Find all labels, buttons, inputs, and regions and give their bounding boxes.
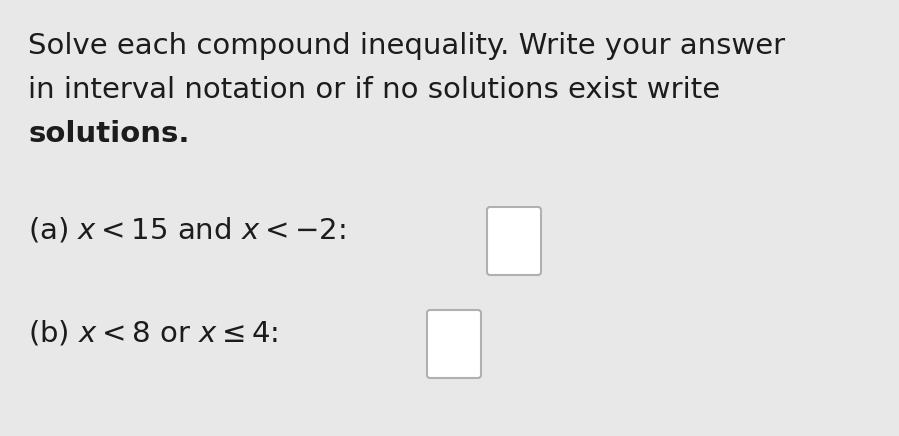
Text: (a) $x < 15$ and $x < -2$:: (a) $x < 15$ and $x < -2$: <box>28 215 345 244</box>
Text: Solve each compound inequality. Write your answer: Solve each compound inequality. Write yo… <box>28 32 785 60</box>
Text: (b) $x < 8$ or $x \leq 4$:: (b) $x < 8$ or $x \leq 4$: <box>28 318 278 347</box>
FancyBboxPatch shape <box>487 207 541 275</box>
Text: in interval notation or if no solutions exist write: in interval notation or if no solutions … <box>28 76 729 104</box>
Text: solutions.: solutions. <box>28 120 190 148</box>
FancyBboxPatch shape <box>427 310 481 378</box>
